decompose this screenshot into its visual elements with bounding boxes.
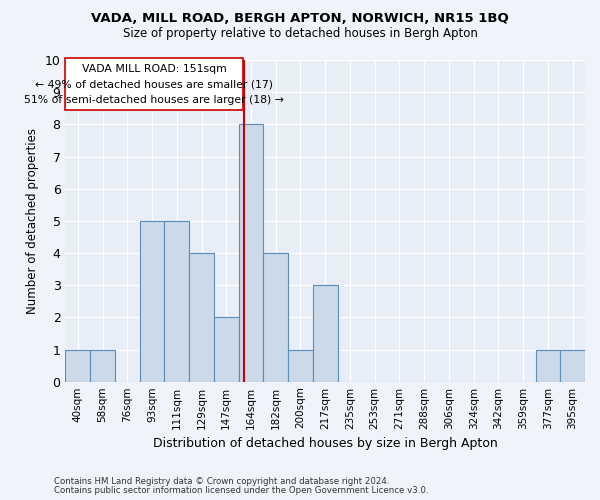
Text: VADA MILL ROAD: 151sqm: VADA MILL ROAD: 151sqm [82,64,227,74]
Text: VADA, MILL ROAD, BERGH APTON, NORWICH, NR15 1BQ: VADA, MILL ROAD, BERGH APTON, NORWICH, N… [91,12,509,26]
Bar [239,124,263,382]
X-axis label: Distribution of detached houses by size in Bergh Apton: Distribution of detached houses by size … [153,437,497,450]
Bar [536,350,560,382]
Bar [189,253,214,382]
Y-axis label: Number of detached properties: Number of detached properties [26,128,39,314]
Text: Contains HM Land Registry data © Crown copyright and database right 2024.: Contains HM Land Registry data © Crown c… [54,477,389,486]
Bar [140,221,164,382]
Bar [164,221,189,382]
Bar [560,350,585,382]
Text: ← 49% of detached houses are smaller (17): ← 49% of detached houses are smaller (17… [35,79,273,89]
Bar [288,350,313,382]
Text: Size of property relative to detached houses in Bergh Apton: Size of property relative to detached ho… [122,28,478,40]
Bar [313,285,338,382]
Bar [90,350,115,382]
Bar [214,318,239,382]
Text: Contains public sector information licensed under the Open Government Licence v3: Contains public sector information licen… [54,486,428,495]
FancyBboxPatch shape [65,58,243,110]
Text: 51% of semi-detached houses are larger (18) →: 51% of semi-detached houses are larger (… [25,95,284,105]
Bar [263,253,288,382]
Bar [65,350,90,382]
